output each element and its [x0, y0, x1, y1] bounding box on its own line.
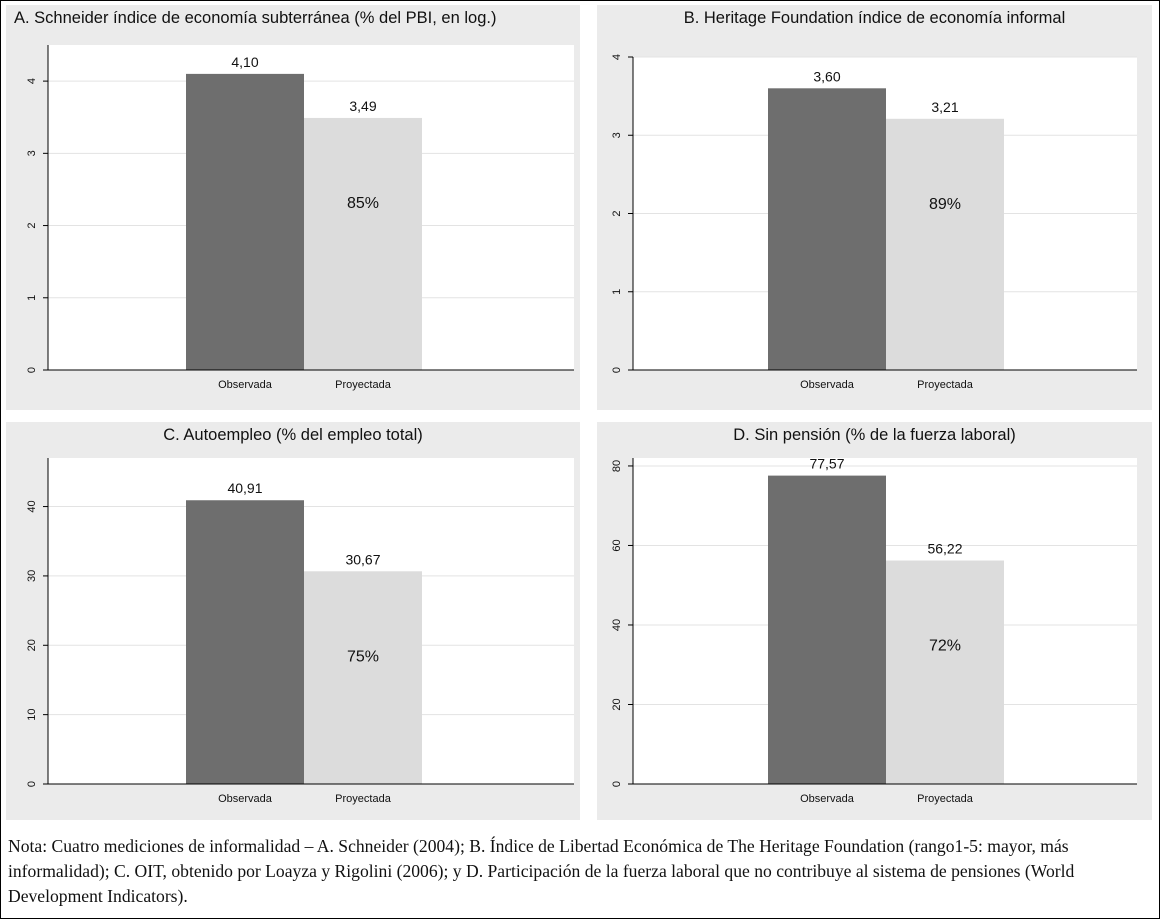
value-label-a-0: 4,10 [231, 54, 258, 70]
ratio-label-d: 72% [929, 637, 961, 654]
y-tick-label-b-1: 1 [611, 289, 623, 295]
x-tick-label-b-1: Proyectada [917, 379, 974, 391]
bar-b-proyectada [886, 118, 1004, 370]
bar-a-proyectada [304, 117, 422, 370]
chart-title-d: D. Sin pensión (% de la fuerza laboral) [733, 426, 1016, 444]
chart-panel-c: C. Autoempleo (% del empleo total) 0 10 20… [6, 422, 580, 820]
y-tick-label-a-3: 3 [26, 150, 38, 156]
y-tick-label-a-0: 0 [26, 367, 38, 373]
chart-b: 0 1 2 3 4 3,60 Observada 3,21 Proyectada 89% [611, 54, 1137, 391]
y-tick-label-b-0: 0 [611, 367, 623, 373]
ratio-label-c: 75% [347, 648, 379, 665]
y-tick-label-d-1: 20 [611, 698, 623, 710]
value-label-c-0: 40,91 [227, 480, 262, 496]
figure-note: Nota: Cuatro mediciones de informalidad … [8, 836, 1075, 906]
bar-d-proyectada [886, 560, 1004, 784]
y-tick-label-d-0: 0 [611, 781, 623, 787]
y-tick-label-c-4: 40 [26, 500, 38, 512]
chart-panel-a: A. Schneider índice de economía subterrá… [6, 5, 580, 410]
y-tick-label-d-3: 60 [611, 539, 623, 551]
chart-panel-b: B. Heritage Foundation índice de economí… [597, 5, 1152, 410]
y-tick-label-a-2: 2 [26, 222, 38, 228]
bar-a-observada [186, 73, 304, 370]
chart-c: 0 10 20 30 40 40,91 Observada 30,67 Proyectada 75… [26, 458, 574, 805]
x-tick-label-d-0: Observada [800, 793, 855, 805]
chart-title-c: C. Autoempleo (% del empleo total) [163, 426, 423, 444]
y-tick-label-d-2: 40 [611, 619, 623, 631]
value-label-d-0: 77,57 [809, 456, 844, 472]
y-tick-label-b-2: 2 [611, 210, 623, 216]
y-tick-label-c-0: 0 [26, 781, 38, 787]
value-label-d-1: 56,22 [927, 540, 962, 556]
y-tick-label-c-1: 10 [26, 709, 38, 721]
bar-c-observada [186, 500, 304, 784]
y-tick-label-b-4: 4 [611, 54, 623, 60]
chart-title-b: B. Heritage Foundation índice de economí… [683, 9, 1066, 27]
bar-d-observada [768, 475, 886, 784]
x-tick-label-c-1: Proyectada [335, 793, 392, 805]
y-tick-label-d-4: 80 [611, 460, 623, 472]
x-tick-label-d-1: Proyectada [917, 793, 974, 805]
bar-b-observada [768, 88, 886, 371]
ratio-label-a: 85% [347, 195, 379, 212]
x-tick-label-c-0: Observada [218, 793, 273, 805]
y-tick-label-c-3: 30 [26, 570, 38, 582]
value-label-a-1: 3,49 [349, 98, 376, 114]
ratio-label-b: 89% [929, 196, 961, 213]
bar-c-proyectada [304, 571, 422, 784]
x-tick-label-b-0: Observada [800, 379, 855, 391]
y-tick-label-a-4: 4 [26, 78, 38, 84]
x-tick-label-a-0: Observada [218, 379, 273, 391]
value-label-b-0: 3,60 [813, 68, 840, 84]
x-tick-label-a-1: Proyectada [335, 379, 392, 391]
y-tick-label-c-2: 20 [26, 639, 38, 651]
value-label-c-1: 30,67 [345, 551, 380, 567]
chart-panel-d: D. Sin pensión (% de la fuerza laboral) … [597, 422, 1152, 820]
chart-d: 0 20 40 60 80 77,57 Observada 56,22 Proyectada 72… [611, 456, 1137, 805]
y-tick-label-a-1: 1 [26, 295, 38, 301]
value-label-b-1: 3,21 [931, 99, 958, 115]
y-tick-label-b-3: 3 [611, 132, 623, 138]
chart-title-a: A. Schneider índice de economía subterrá… [14, 9, 497, 27]
chart-a: 0 1 2 3 4 4,10 Observada 3,49 Proyectada 85% [26, 45, 574, 391]
